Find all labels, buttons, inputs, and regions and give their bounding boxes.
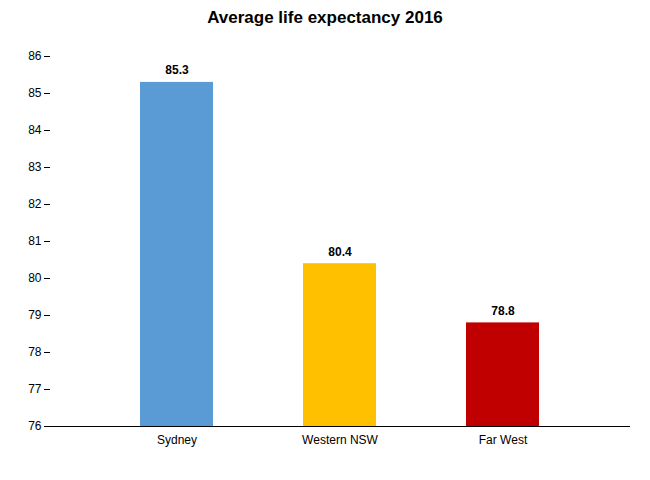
svg-text:Far West: Far West <box>479 433 528 447</box>
svg-text:85.3: 85.3 <box>165 63 189 77</box>
svg-text:84: 84 <box>28 123 42 137</box>
svg-text:Western NSW: Western NSW <box>302 433 378 447</box>
svg-text:85: 85 <box>28 86 42 100</box>
svg-text:78.8: 78.8 <box>491 304 515 318</box>
svg-text:80: 80 <box>28 271 42 285</box>
html-text:Average life expectancy 2016: Average life expectancy 2016 <box>207 8 443 27</box>
svg-text:Sydney: Sydney <box>157 433 197 447</box>
svg-text:82: 82 <box>28 197 42 211</box>
svg-text:79: 79 <box>28 308 42 322</box>
svg-text:78: 78 <box>28 345 42 359</box>
svg-text:76: 76 <box>28 419 42 433</box>
svg-text:81: 81 <box>28 234 42 248</box>
svg-text:86: 86 <box>28 49 42 63</box>
svg-text:80.4: 80.4 <box>328 245 352 259</box>
svg-text:77: 77 <box>28 382 42 396</box>
svg-text:83: 83 <box>28 160 42 174</box>
